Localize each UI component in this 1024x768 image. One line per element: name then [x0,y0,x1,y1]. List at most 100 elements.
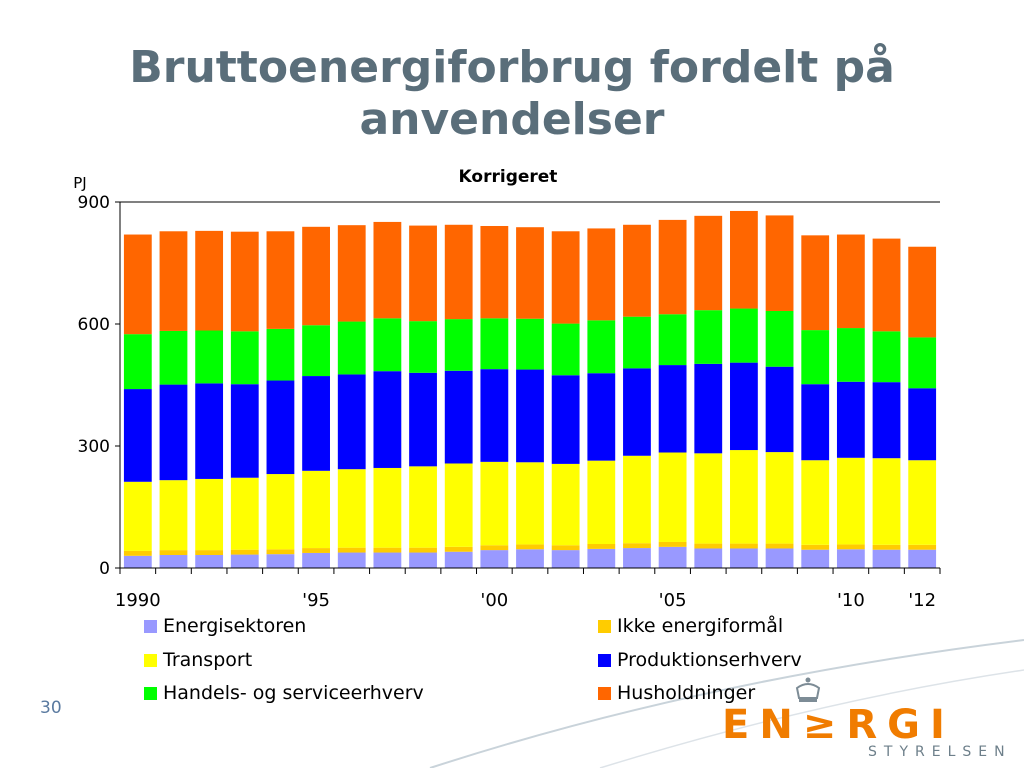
bar-segment-2006-5 [694,215,723,311]
bar-segment-2000-2 [480,461,509,546]
bar-segment-2012-3 [908,388,937,461]
bar-segment-1995-0 [302,552,330,568]
bar-segment-2008-4 [765,310,794,367]
legend-item: Transport [144,647,252,673]
legend-label: Ikke energiformål [617,615,784,637]
x-tick-label: '05 [659,590,687,611]
bar-segment-2003-1 [587,544,616,549]
bar-segment-1996-1 [337,547,366,553]
bar-segment-2000-1 [480,545,509,551]
bar-segment-2009-0 [801,549,830,568]
y-tick-label: 300 [78,437,110,457]
logo-subtitle: STYRELSEN [868,744,1012,760]
bar-segment-2011-2 [872,458,901,545]
bar-segment-1999-1 [444,546,473,552]
bar-segment-1997-4 [373,318,402,372]
legend-item: Produktionserhverv [598,647,802,673]
bar-segment-1991-3 [159,384,188,481]
bar-segment-1998-3 [409,372,437,467]
bar-segment-2005-3 [658,365,687,453]
legend-swatch [144,686,157,700]
page-number: 30 [40,698,62,718]
bar-segment-2004-0 [623,548,651,568]
bar-segment-2006-2 [694,453,723,544]
bar-segment-1993-1 [230,549,259,555]
bar-segment-2002-2 [551,463,580,546]
bar-segment-1992-0 [195,554,224,568]
legend-swatch [598,653,611,667]
legend-swatch [598,686,611,700]
legend-item: Ikke energiformål [598,613,783,639]
bar-segment-1990-2 [123,481,152,551]
bar-segment-1994-3 [266,380,295,475]
legend-label: Energisektoren [163,615,307,637]
legend-swatch [144,653,157,667]
bar-segment-2007-1 [730,543,758,549]
bar-segment-2006-4 [694,310,723,364]
bar-segment-1999-4 [444,319,473,371]
bar-segment-2011-5 [872,238,901,332]
bar-segment-1997-3 [373,371,402,468]
bar-segment-1992-5 [195,230,224,331]
bar-segment-1993-4 [230,331,259,385]
bar-segment-1990-1 [123,550,152,556]
y-tick-label: 0 [99,559,110,579]
bar-segment-1995-3 [302,376,330,471]
bar-segment-1997-5 [373,221,402,319]
bar-segment-1992-1 [195,550,224,555]
legend-item: Handels- og serviceerhverv [144,680,424,706]
bar-segment-2010-0 [836,549,865,568]
bar-segment-2003-5 [587,228,616,321]
bar-segment-2002-4 [551,323,580,376]
bar-segment-1995-4 [302,325,330,377]
bar-segment-1990-0 [123,555,152,568]
bar-segment-2008-5 [765,215,794,311]
x-tick-label: '10 [837,590,865,611]
bar-segment-1993-2 [230,477,259,550]
bar-segment-2012-0 [908,549,937,568]
bar-segment-2012-5 [908,246,937,338]
bar-segment-2000-5 [480,225,509,319]
bar-segment-1990-4 [123,334,152,390]
bar-segment-1995-2 [302,470,330,549]
bar-segment-1998-4 [409,321,437,373]
bar-segment-1991-0 [159,554,188,568]
bar-segment-2011-4 [872,331,901,383]
bar-segment-1999-0 [444,551,473,568]
y-tick-label: 600 [78,315,110,335]
bar-segment-1994-5 [266,231,295,329]
bar-segment-2000-0 [480,550,509,568]
bar-segment-2009-3 [801,384,830,461]
bar-segment-1992-3 [195,383,224,479]
bar-segment-1997-1 [373,547,402,553]
bar-segment-1997-0 [373,552,402,568]
slide-title: Bruttoenergiforbrug fordelt på anvendels… [129,42,895,145]
bar-segment-2003-4 [587,320,616,374]
legend-item: Energisektoren [144,613,306,639]
bar-segment-1994-1 [266,549,295,555]
bar-segment-2009-1 [801,544,830,550]
bar-segment-1993-0 [230,554,259,568]
bar-segment-2002-0 [551,550,580,568]
bar-segment-1991-5 [159,231,188,331]
bar-segment-2011-0 [872,549,901,568]
y-tick-label: 900 [78,193,110,213]
bar-segment-2001-2 [516,462,544,545]
bar-segment-2003-3 [587,373,616,461]
bar-segment-1998-2 [409,466,437,548]
legend-label: Transport [163,649,253,671]
bar-segment-1996-5 [337,225,366,322]
bar-segment-1994-0 [266,554,295,568]
bar-segment-2004-4 [623,316,651,369]
bar-segment-2002-3 [551,375,580,464]
bar-segment-1992-4 [195,330,224,384]
legend-item: Husholdninger [598,680,755,706]
bar-segment-1998-0 [409,552,437,568]
x-tick-label: '95 [302,590,330,611]
bar-segment-2010-4 [836,328,865,382]
bar-segment-2012-4 [908,337,937,389]
bar-segment-2010-5 [836,234,865,329]
bar-segment-2000-4 [480,318,509,370]
bar-segment-1996-3 [337,374,366,470]
